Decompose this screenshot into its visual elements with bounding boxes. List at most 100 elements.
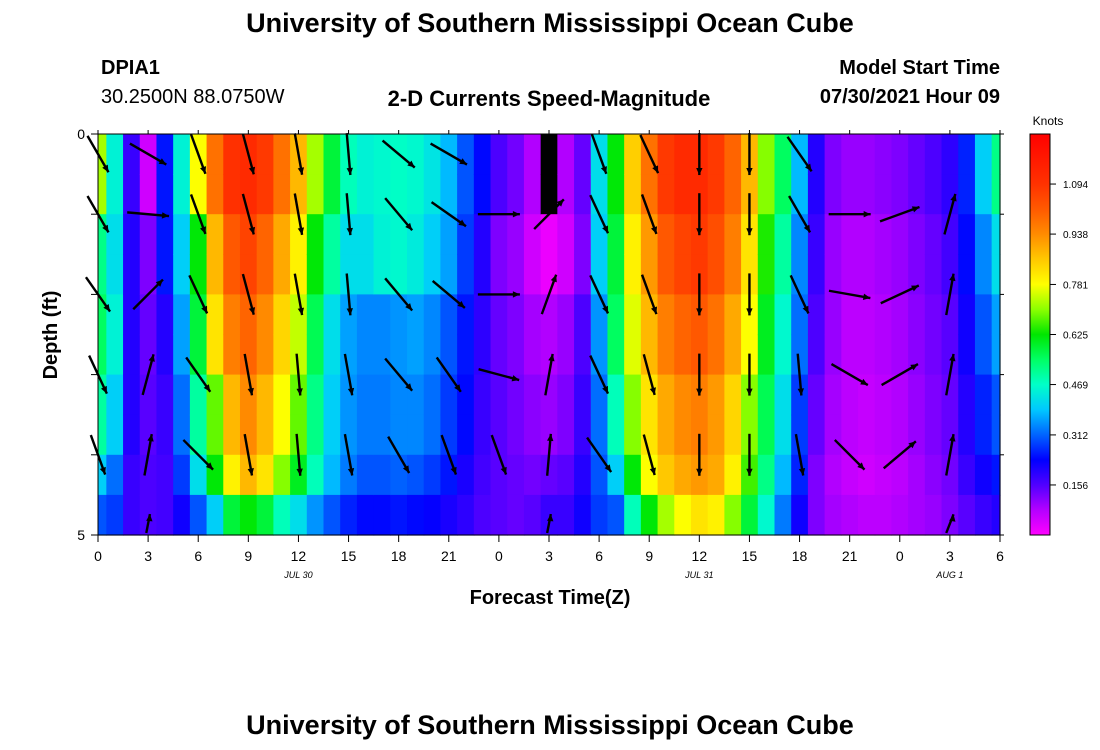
vector-arrow bbox=[435, 356, 462, 393]
heatmap-cell bbox=[306, 494, 325, 536]
heatmap-cell bbox=[791, 334, 809, 376]
vector-arrow-head bbox=[247, 468, 254, 476]
heatmap-cell bbox=[273, 454, 291, 496]
heatmap-cell bbox=[824, 254, 842, 295]
heatmap-cell bbox=[206, 174, 224, 215]
vector-arrow-head bbox=[911, 285, 919, 292]
vector-arrow-head bbox=[547, 433, 554, 442]
heatmap-cell bbox=[156, 334, 174, 376]
heatmap-cell bbox=[908, 134, 926, 175]
heatmap-cell bbox=[523, 214, 542, 255]
heatmap-cell bbox=[423, 174, 442, 215]
heatmap-cell bbox=[791, 294, 809, 336]
heatmap-cell bbox=[490, 414, 508, 456]
heatmap-cell bbox=[824, 494, 842, 536]
colorbar-unit: Knots bbox=[1033, 114, 1064, 128]
heatmap-cell bbox=[858, 294, 876, 336]
vector-arrow-head bbox=[407, 160, 415, 168]
heatmap-cell bbox=[941, 174, 959, 215]
heatmap-cell bbox=[173, 414, 191, 456]
x-tick-label: 15 bbox=[742, 548, 758, 564]
heatmap-cell bbox=[724, 334, 742, 376]
vector-arrow-head bbox=[797, 388, 804, 396]
heatmap-cell bbox=[98, 374, 107, 416]
heatmap-cell bbox=[624, 174, 642, 215]
heatmap-cell bbox=[407, 214, 425, 255]
heatmap-cell bbox=[189, 254, 208, 295]
heatmap-cell bbox=[189, 454, 208, 496]
heatmap-cell bbox=[557, 214, 575, 255]
heatmap-cell bbox=[473, 254, 492, 295]
heatmap-cell bbox=[841, 414, 859, 456]
heatmap-cell bbox=[690, 494, 709, 536]
heatmap-cell bbox=[223, 334, 241, 376]
heatmap-cell bbox=[540, 454, 558, 496]
vector-arrow-head bbox=[696, 228, 703, 236]
x-tick-label: 12 bbox=[692, 548, 708, 564]
heatmap-cell bbox=[540, 374, 558, 416]
heatmap-cell bbox=[523, 454, 542, 496]
heatmap-cell bbox=[239, 494, 258, 536]
heatmap-cell bbox=[974, 454, 993, 496]
heatmap-cell bbox=[156, 294, 174, 336]
heatmap-cell bbox=[340, 334, 358, 376]
heatmap-cell bbox=[223, 414, 241, 456]
heatmap-cell bbox=[724, 414, 742, 456]
heatmap-cell bbox=[607, 374, 625, 416]
vector-arrow-head bbox=[949, 273, 956, 282]
heatmap-cell bbox=[774, 494, 792, 536]
vector-arrow-head bbox=[296, 388, 303, 396]
heatmap-cell bbox=[657, 374, 675, 416]
vector-arrow-head bbox=[346, 308, 353, 316]
vector-arrow-head bbox=[746, 308, 753, 316]
heatmap-cell bbox=[423, 414, 442, 456]
heatmap-cell bbox=[874, 334, 893, 376]
heatmap-cell bbox=[457, 494, 475, 536]
heatmap-cell bbox=[607, 254, 625, 295]
vector-arrow-head bbox=[405, 303, 413, 311]
model-start-time: 07/30/2021 Hour 09 bbox=[819, 86, 1000, 108]
heatmap-cell bbox=[841, 494, 859, 536]
heatmap-cell bbox=[340, 494, 358, 536]
vector-arrow-head bbox=[746, 468, 753, 476]
heatmap-cell bbox=[891, 414, 909, 456]
heatmap-cell bbox=[239, 294, 258, 336]
heatmap-cell bbox=[490, 494, 508, 536]
heatmap-cell bbox=[407, 174, 425, 215]
heatmap-cell bbox=[557, 174, 575, 215]
vector-arrow-head bbox=[248, 307, 256, 315]
heatmap-cell bbox=[490, 294, 508, 336]
heatmap-cell bbox=[891, 494, 909, 536]
vector-arrow-head bbox=[511, 375, 520, 382]
heatmap-cell bbox=[423, 134, 442, 175]
heatmap-cell bbox=[841, 214, 859, 255]
heatmap-cell bbox=[991, 294, 1001, 336]
heatmap-cell bbox=[807, 494, 826, 536]
heatmap-cell bbox=[874, 174, 893, 215]
heatmap-cell bbox=[173, 494, 191, 536]
heatmap-cell bbox=[239, 374, 258, 416]
heatmap-cell bbox=[290, 294, 308, 336]
vector-arrow-head bbox=[860, 378, 868, 386]
heatmap-cell bbox=[390, 454, 408, 496]
heatmap-cell bbox=[457, 174, 475, 215]
vector-arrow-head bbox=[297, 227, 305, 235]
heatmap-cell bbox=[239, 414, 258, 456]
heatmap-cell bbox=[223, 254, 241, 295]
vector-arrow-head bbox=[402, 465, 410, 473]
vector-arrow-head bbox=[908, 441, 916, 449]
heatmap-cell bbox=[507, 134, 525, 175]
heatmap-cell bbox=[306, 414, 325, 456]
heatmap-cell bbox=[356, 294, 375, 336]
heatmap-cell bbox=[273, 414, 291, 456]
y-tick-label: 5 bbox=[77, 527, 85, 543]
heatmap-cell bbox=[373, 294, 391, 336]
vector-arrow bbox=[182, 439, 214, 471]
heatmap-cell bbox=[657, 214, 675, 255]
heatmap-cell bbox=[98, 494, 107, 536]
heatmap-cell bbox=[340, 174, 358, 215]
heatmap-cell bbox=[991, 494, 1001, 536]
heatmap-cell bbox=[557, 414, 575, 456]
vector-arrow-head bbox=[147, 434, 154, 442]
heatmap-cell bbox=[974, 294, 993, 336]
